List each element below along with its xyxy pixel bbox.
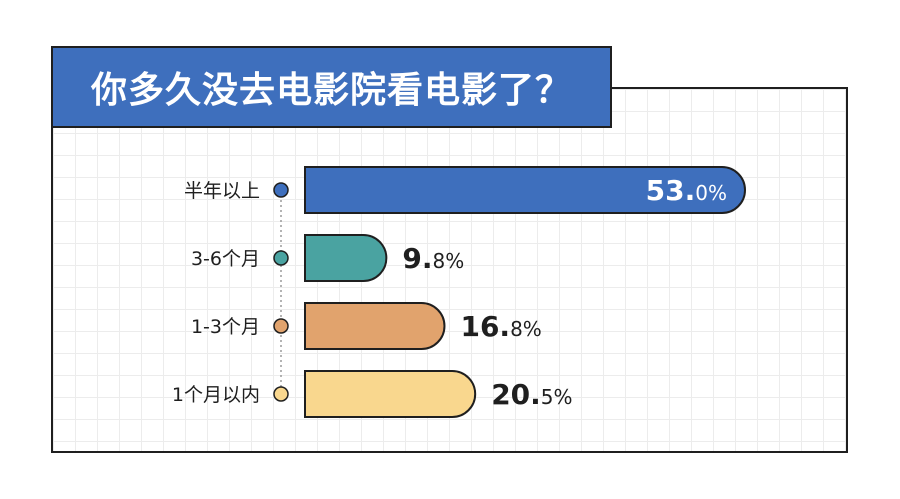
category-dot-0 (273, 182, 289, 198)
bar-3 (304, 370, 477, 418)
category-label-0: 半年以上 (184, 180, 260, 202)
value-label-2: 16.8% (460, 310, 541, 343)
value-label-3: 20.5% (491, 378, 572, 411)
page-title: 你多久没去电影院看电影了？ (90, 70, 572, 111)
value-label-0: 53.0% (646, 174, 727, 207)
value-label-1: 9.8% (402, 242, 464, 275)
category-dot-2 (273, 318, 289, 334)
category-dot-3 (273, 386, 289, 402)
bar-1 (304, 234, 388, 282)
bar-0 (304, 166, 746, 214)
category-label-3: 1个月以内 (172, 384, 260, 406)
category-label-1: 3-6个月 (191, 248, 260, 270)
category-dot-1 (273, 250, 289, 266)
bar-2 (304, 302, 446, 350)
title-box: 你多久没去电影院看电影了？ (51, 46, 612, 128)
chart-frame (51, 87, 848, 453)
category-label-2: 1-3个月 (191, 316, 260, 338)
